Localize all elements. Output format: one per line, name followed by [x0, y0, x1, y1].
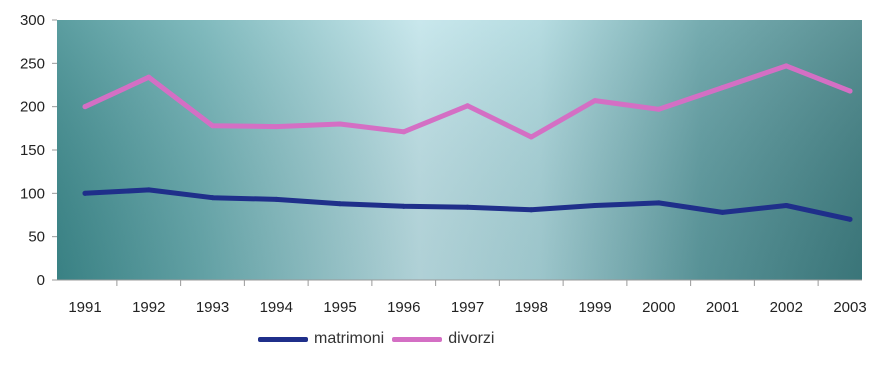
x-tick-label: 1993 [196, 299, 229, 316]
y-tick-label: 150 [20, 142, 45, 159]
legend-swatch-divorzi [392, 336, 443, 342]
data-point-divorzi [465, 103, 470, 109]
x-tick-label: 1999 [578, 299, 611, 316]
data-point-divorzi [82, 104, 88, 110]
x-tick-label: 1996 [387, 299, 420, 316]
data-point-divorzi [656, 106, 662, 112]
legend-label-matrimoni: matrimoni [314, 330, 385, 347]
data-point-matrimoni [465, 204, 470, 210]
y-tick-label: 0 [37, 272, 45, 289]
x-tick-label: 2001 [706, 299, 739, 316]
data-point-divorzi [592, 98, 598, 104]
data-point-matrimoni [783, 202, 789, 208]
y-tick-label: 200 [20, 99, 45, 116]
data-point-divorzi [273, 124, 279, 130]
data-point-matrimoni [273, 196, 279, 202]
y-tick-label: 250 [20, 55, 45, 72]
x-tick-label: 2002 [770, 299, 803, 316]
data-point-matrimoni [210, 195, 215, 201]
plot-background-shade [57, 20, 862, 280]
data-point-divorzi [720, 85, 725, 91]
x-tick-label: 1994 [260, 299, 293, 316]
x-tick-label: 1991 [68, 299, 101, 316]
x-tick-label: 1995 [323, 299, 356, 316]
legend-swatch-matrimoni [258, 336, 308, 342]
data-point-divorzi [401, 129, 407, 135]
data-point-matrimoni [146, 187, 152, 193]
data-point-matrimoni [656, 200, 662, 206]
data-point-matrimoni [337, 201, 343, 207]
data-point-divorzi [146, 74, 152, 80]
series-layer [82, 63, 853, 222]
x-tick-label: 1997 [451, 299, 484, 316]
data-point-matrimoni [847, 216, 853, 222]
data-point-divorzi [783, 63, 789, 69]
data-point-matrimoni [82, 190, 88, 196]
x-axis: 1991 1992 1993 1994 1995 1996 1997 1998 1999 2000… [68, 280, 867, 316]
legend-item-divorzi: divorzi [392, 330, 494, 348]
data-point-divorzi [528, 134, 534, 140]
legend-item-matrimoni: matrimoni [258, 330, 384, 348]
data-point-matrimoni [592, 202, 598, 208]
legend: matrimoni divorzi [258, 330, 502, 348]
data-point-divorzi [337, 121, 343, 127]
data-point-matrimoni [401, 203, 407, 209]
x-tick-label: 1998 [515, 299, 548, 316]
data-point-matrimoni [720, 209, 725, 215]
y-tick-label: 100 [20, 185, 45, 202]
legend-label-divorzi: divorzi [448, 330, 495, 347]
y-axis: 0 50 100 150 200 250 300 [20, 12, 57, 289]
x-tick-label: 2000 [642, 299, 675, 316]
y-tick-label: 50 [28, 229, 45, 246]
y-tick-label: 300 [20, 12, 45, 29]
data-point-matrimoni [528, 207, 534, 213]
x-tick-label: 2003 [833, 299, 866, 316]
plot-area [57, 20, 862, 281]
data-point-divorzi [210, 123, 215, 129]
data-point-divorzi [847, 88, 853, 94]
x-tick-label: 1992 [132, 299, 165, 316]
